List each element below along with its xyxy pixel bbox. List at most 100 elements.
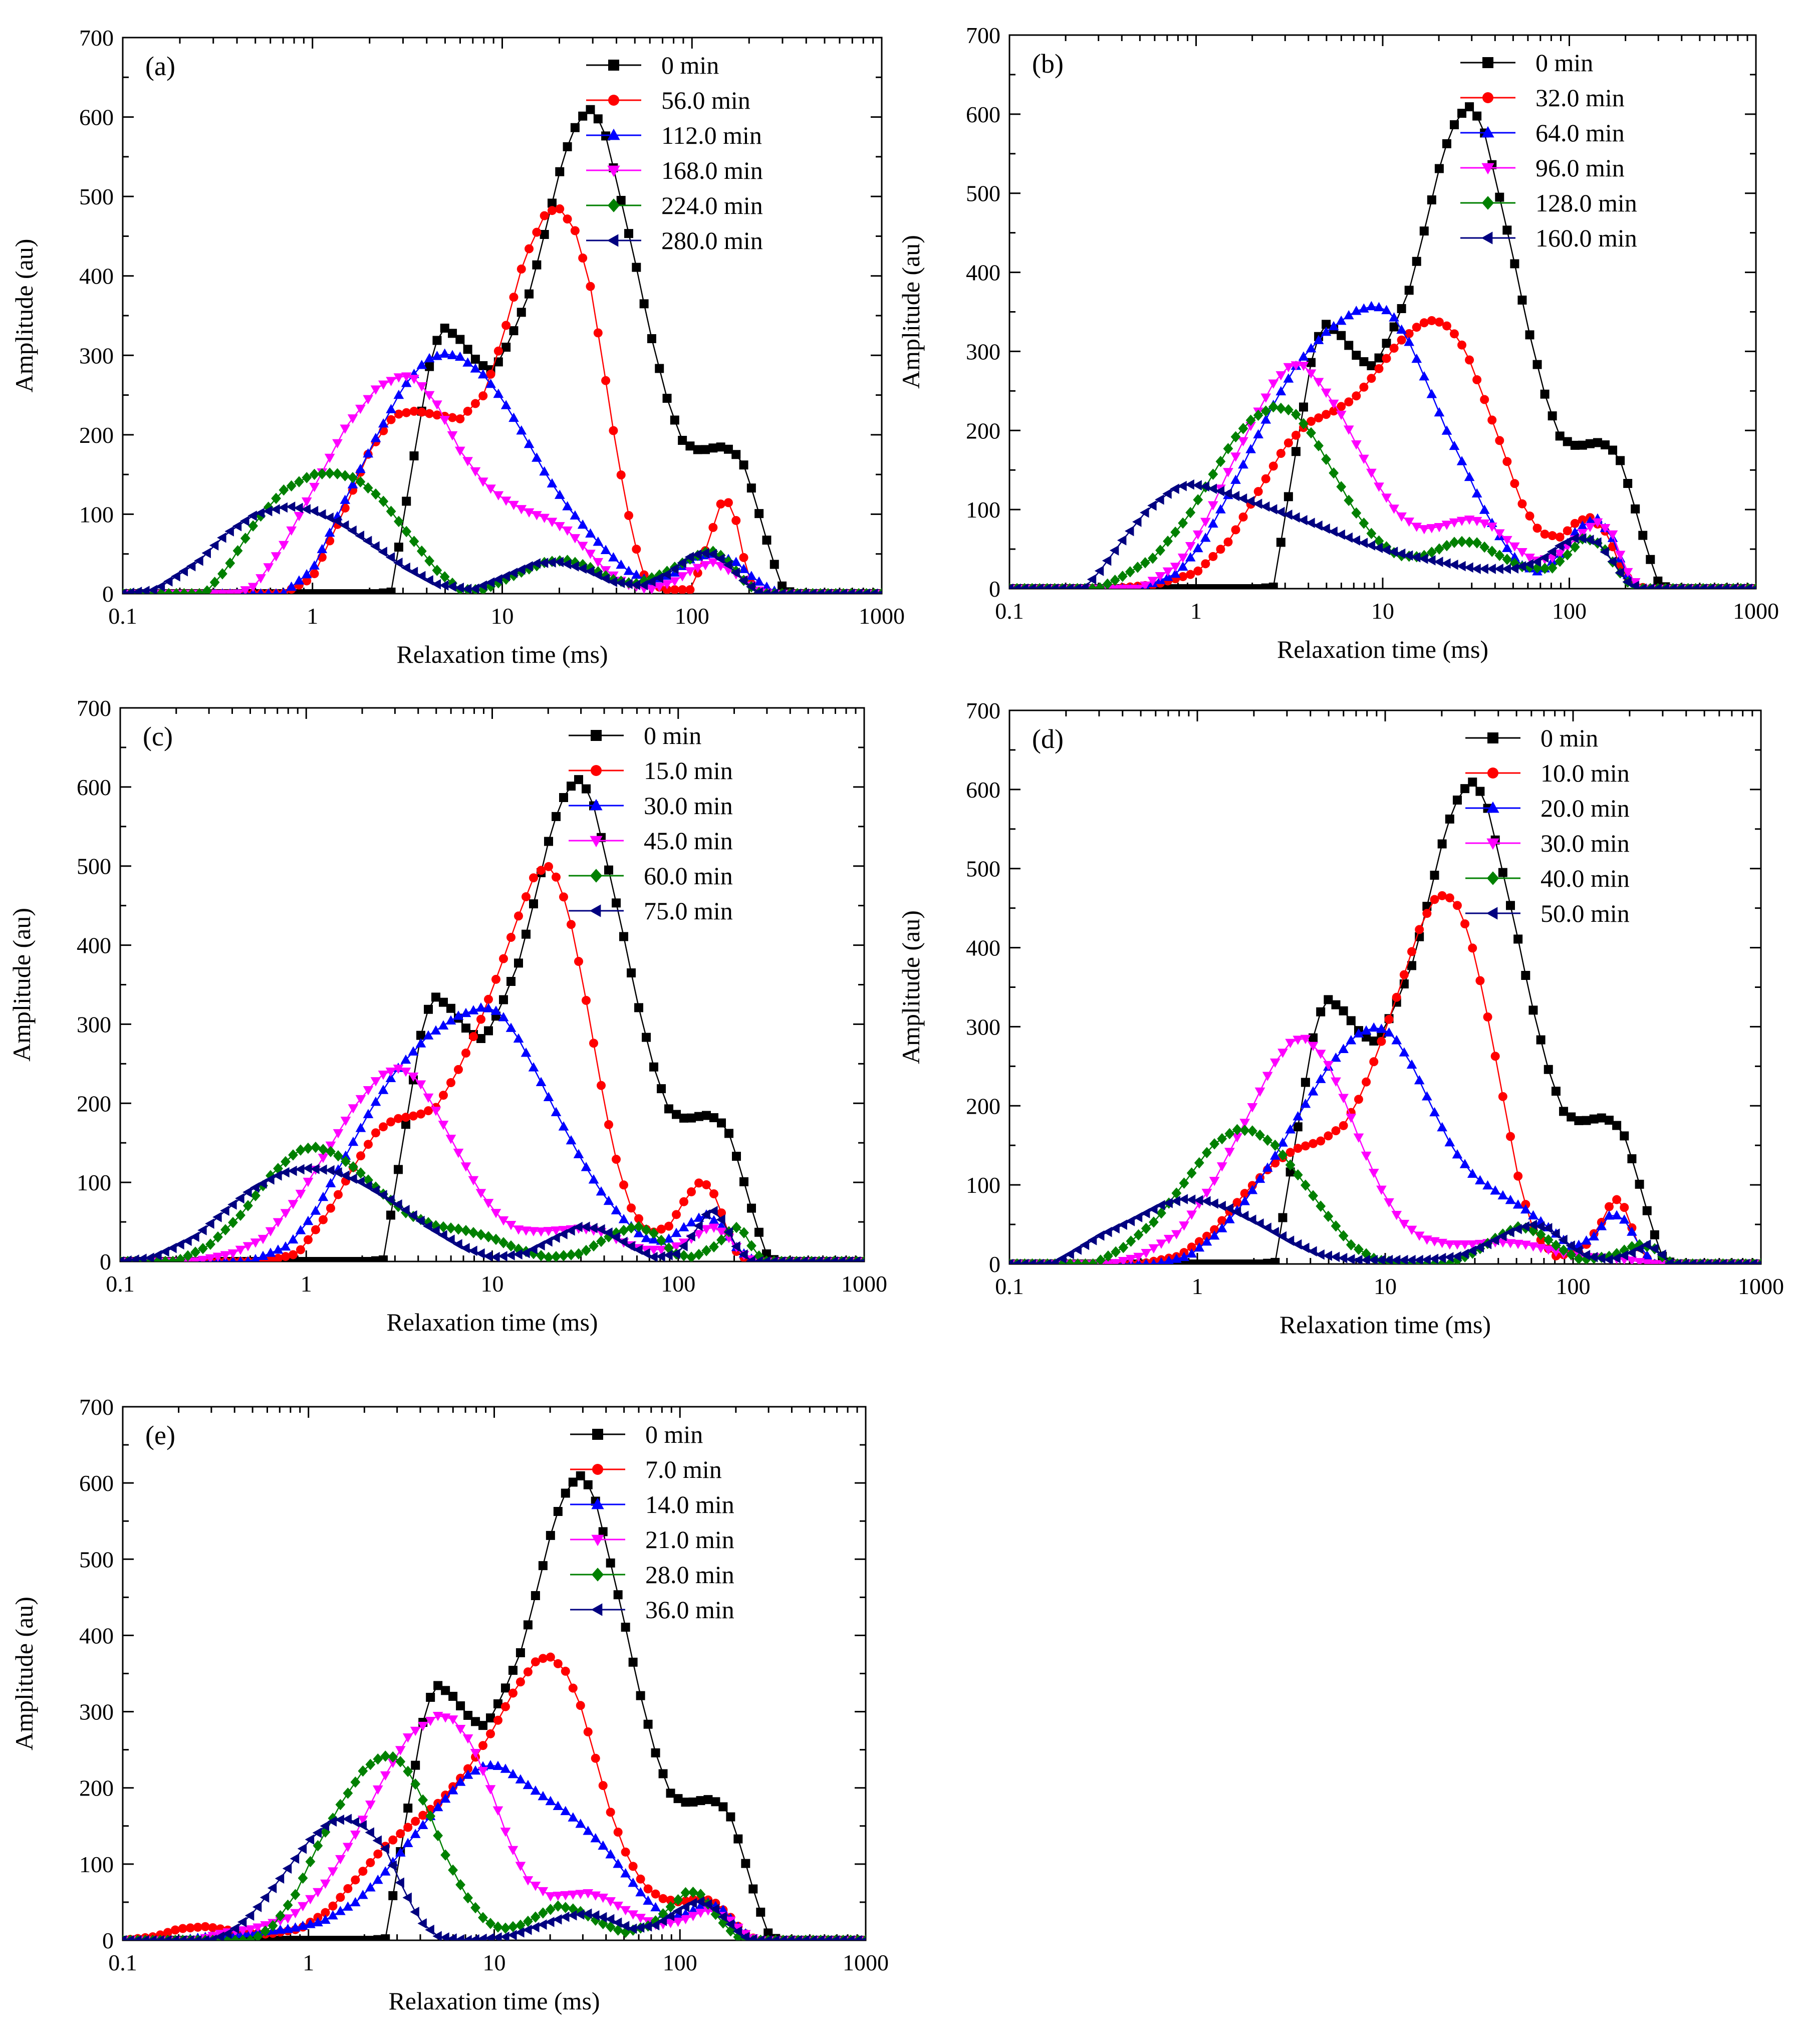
data-point [213, 1231, 223, 1243]
data-point [1667, 583, 1677, 589]
y-tick-label: 300 [77, 1011, 111, 1037]
data-point [501, 342, 511, 352]
data-point [1057, 1253, 1067, 1264]
data-point [1245, 495, 1255, 506]
data-point [1399, 1254, 1408, 1264]
data-point [707, 549, 717, 560]
data-point [555, 167, 565, 176]
data-point [506, 933, 516, 942]
data-point [455, 335, 465, 344]
data-point [447, 1715, 458, 1725]
data-point [655, 364, 664, 373]
data-point [1472, 537, 1482, 549]
data-point [1509, 558, 1520, 569]
data-point [423, 1093, 434, 1103]
data-point [266, 1255, 275, 1261]
data-point [1414, 1075, 1425, 1085]
legend-marker [591, 1603, 603, 1616]
data-point [1208, 518, 1218, 528]
data-point [470, 363, 481, 373]
data-point [1544, 1065, 1553, 1074]
data-point [1536, 1035, 1546, 1045]
legend-label: 10.0 min [1541, 759, 1630, 787]
data-point [1475, 787, 1485, 796]
data-point [656, 1234, 666, 1246]
data-point [294, 589, 304, 594]
data-point [499, 954, 508, 963]
data-point [688, 1912, 698, 1921]
y-tick-label: 500 [966, 181, 1000, 206]
data-point [641, 1232, 652, 1242]
data-point [627, 968, 636, 978]
data-point [508, 1688, 518, 1698]
data-point [516, 1677, 525, 1687]
data-point [768, 1256, 778, 1261]
data-point [355, 476, 366, 487]
data-point [1103, 1250, 1113, 1262]
data-point [500, 496, 511, 506]
data-point [838, 1935, 847, 1940]
data-point [1516, 561, 1526, 572]
y-tick-label: 600 [77, 775, 111, 800]
data-point [225, 557, 235, 569]
data-point [1072, 583, 1082, 589]
data-point [490, 1005, 501, 1015]
data-point [761, 581, 772, 591]
y-tick-label: 600 [966, 102, 1000, 127]
data-point [491, 974, 500, 984]
data-point [440, 323, 449, 333]
data-point [275, 1910, 286, 1922]
data-point [649, 1227, 659, 1239]
legend-label: 96.0 min [1535, 154, 1625, 182]
data-point [198, 1243, 208, 1254]
data-point [1315, 1074, 1326, 1083]
data-point [1442, 139, 1451, 148]
data-point [340, 1117, 351, 1126]
data-point [647, 334, 656, 344]
data-point [273, 1218, 284, 1227]
data-point [217, 590, 228, 594]
data-point [447, 350, 458, 359]
data-point [739, 1227, 749, 1238]
data-point [1330, 1251, 1340, 1262]
data-point [358, 1867, 368, 1876]
legend-marker [592, 1464, 603, 1475]
data-point [1528, 1210, 1538, 1220]
data-point [280, 1209, 291, 1218]
data-point [348, 472, 358, 483]
series-line [123, 1715, 866, 1940]
data-point [575, 1909, 585, 1920]
data-point [657, 1915, 667, 1926]
data-point [1147, 500, 1157, 511]
data-point [1396, 548, 1406, 559]
data-point [1346, 1113, 1357, 1123]
data-point [716, 1227, 727, 1237]
data-point [669, 577, 680, 587]
data-point [340, 1150, 351, 1160]
data-point [530, 1785, 541, 1795]
data-point [1437, 839, 1447, 849]
data-point [539, 558, 549, 568]
data-point [1551, 1239, 1561, 1251]
data-point [1389, 312, 1399, 322]
legend-item-128-0-min: 128.0 min [1460, 189, 1637, 217]
data-point [217, 532, 226, 543]
data-point [411, 1817, 420, 1826]
data-point [673, 1917, 683, 1927]
data-point [1011, 1258, 1021, 1264]
legend-item-50-0-min: 50.0 min [1465, 899, 1630, 927]
data-point [589, 1039, 598, 1048]
data-point [1406, 1059, 1417, 1069]
data-point [432, 565, 442, 576]
data-point [1464, 562, 1473, 573]
data-point [417, 407, 426, 417]
data-point [1132, 585, 1143, 589]
data-point [1247, 1185, 1258, 1194]
data-point [340, 494, 351, 504]
data-point [265, 1247, 276, 1257]
data-point [650, 1902, 661, 1912]
data-point [1690, 583, 1700, 589]
data-point [715, 562, 726, 572]
data-point [1642, 1250, 1653, 1259]
data-point [1449, 120, 1459, 129]
